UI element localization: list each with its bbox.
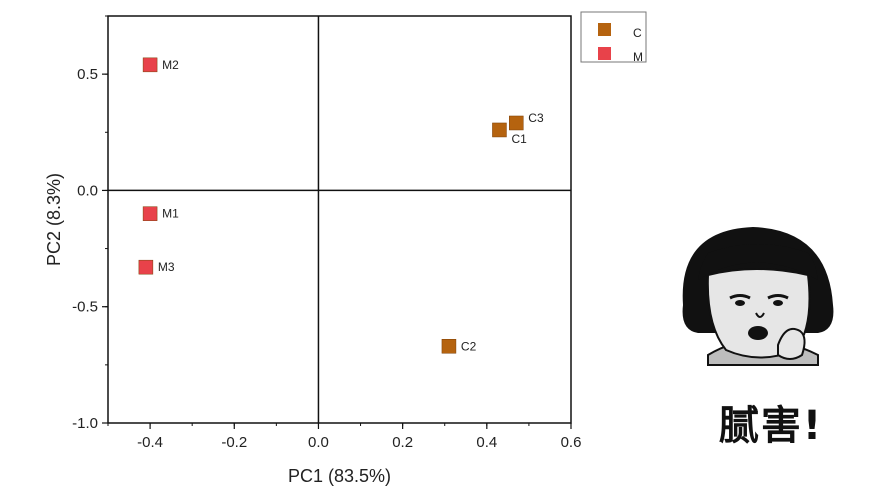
legend-swatch-c	[598, 23, 611, 36]
point-label-c1: C1	[511, 132, 527, 146]
legend-swatch-m	[598, 47, 611, 60]
x-tick-label: -0.2	[221, 434, 247, 451]
legend-label-m: M	[633, 50, 643, 64]
point-m1	[142, 206, 158, 221]
y-tick-label: 0.0	[77, 182, 98, 199]
point-label-m1: M1	[162, 207, 179, 221]
legend-label-c: C	[633, 26, 642, 40]
y-axis-title: PC2 (8.3%)	[44, 173, 64, 266]
y-tick-label: -0.5	[72, 299, 98, 316]
point-label-m2: M2	[162, 58, 179, 72]
x-tick-label: -0.4	[137, 434, 163, 451]
point-c1	[492, 122, 507, 138]
y-tick-label: -1.0	[72, 415, 98, 432]
point-c2	[441, 339, 457, 354]
point-c3	[509, 115, 524, 131]
legend-box	[580, 11, 647, 63]
point-label-c2: C2	[461, 339, 477, 353]
y-tick-label: 0.5	[77, 66, 98, 83]
x-axis-title: PC1 (83.5%)	[288, 466, 391, 486]
x-tick-label: 0.4	[476, 434, 497, 451]
point-m2	[142, 57, 158, 73]
point-label-c3: C3	[528, 111, 544, 125]
x-tick-label: 0.0	[308, 434, 329, 451]
x-tick-label: 0.6	[561, 434, 582, 451]
plot-frame	[107, 15, 572, 424]
point-m3	[138, 259, 154, 275]
point-label-m3: M3	[158, 260, 175, 274]
meme-caption: 腻害!	[718, 403, 824, 449]
x-tick-label: 0.2	[392, 434, 413, 451]
mushroom-head-boy-sticker-icon	[682, 227, 834, 366]
legend: CM	[580, 11, 647, 64]
